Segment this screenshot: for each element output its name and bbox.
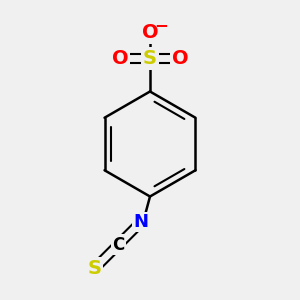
Text: N: N [134, 213, 148, 231]
Text: O: O [112, 49, 128, 68]
Text: S: S [88, 259, 101, 278]
Text: C: C [112, 236, 124, 253]
Text: S: S [143, 49, 157, 68]
Text: O: O [172, 49, 188, 68]
Text: −: − [154, 16, 168, 34]
Text: O: O [142, 23, 158, 43]
